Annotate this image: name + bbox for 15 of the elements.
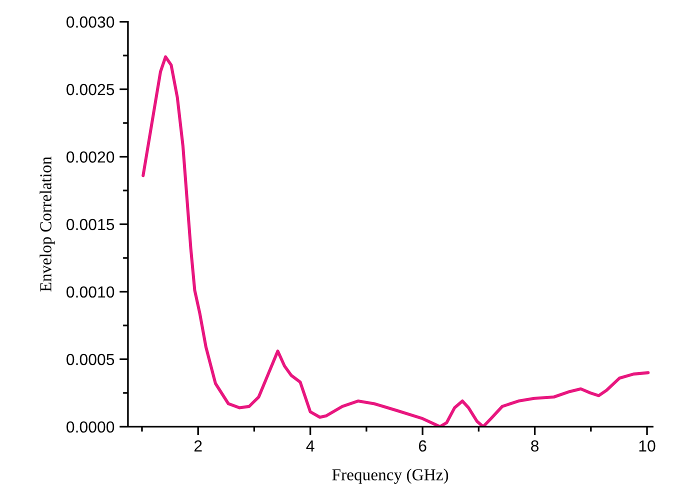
- x-tick-label: 2: [194, 440, 202, 452]
- x-axis-title: Frequency (GHz): [332, 468, 448, 484]
- y-tick-label: 0.0025: [66, 84, 114, 96]
- x-tick-label: 10: [639, 440, 656, 452]
- y-tick-label: 0.0030: [66, 16, 114, 28]
- y-axis-title: Envelop Correlation: [40, 156, 55, 292]
- x-tick-label: 4: [306, 440, 314, 452]
- x-tick-label: 6: [418, 440, 426, 452]
- line-series: [142, 55, 650, 427]
- y-tick-label: 0.0020: [66, 151, 114, 163]
- y-tick-label: 0.0015: [66, 218, 114, 230]
- x-tick-label: 8: [531, 440, 539, 452]
- y-tick-label: 0.0000: [66, 421, 114, 433]
- y-tick-label: 0.0010: [66, 286, 114, 298]
- y-tick-label: 0.0005: [66, 354, 114, 366]
